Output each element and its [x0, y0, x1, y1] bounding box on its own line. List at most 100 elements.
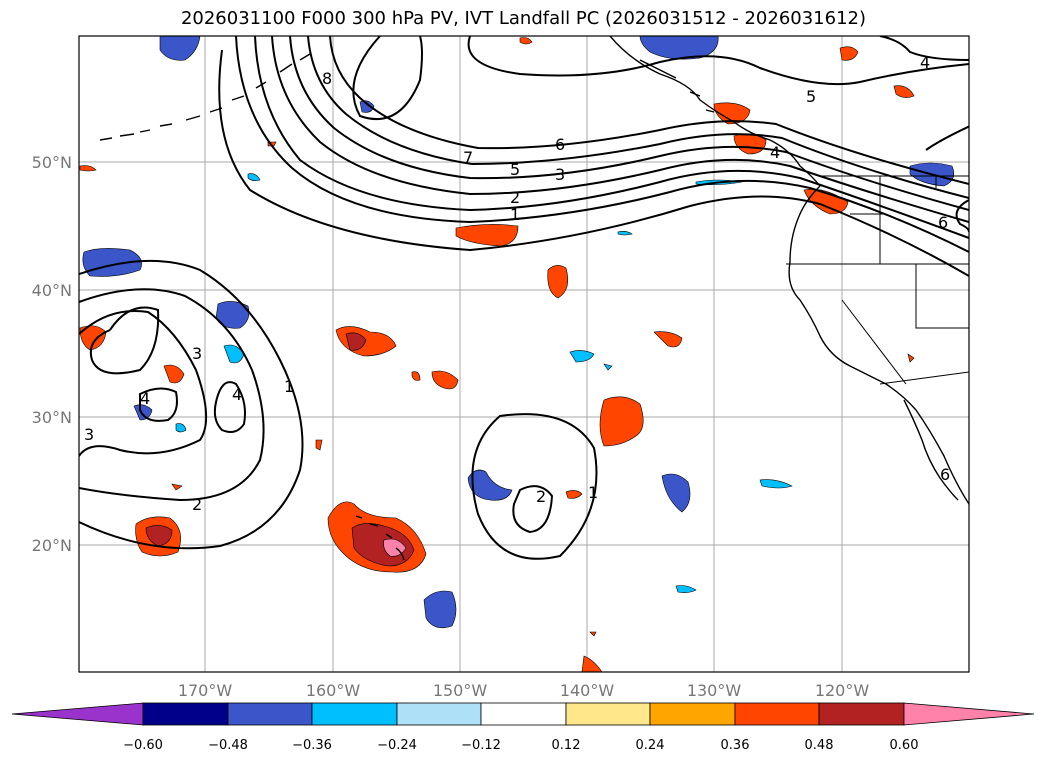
- pv-positive-blob: [455, 224, 519, 247]
- pv-positive-blob: [589, 631, 597, 637]
- contour-label: 1: [510, 205, 520, 224]
- colorbar-tick: −0.48: [208, 738, 248, 753]
- colorbar-tick-labels: −0.60 −0.48 −0.36 −0.24 −0.12 0.12 0.24 …: [123, 738, 918, 753]
- pv-positive-blob: [547, 265, 569, 299]
- contour-label: 3: [192, 344, 202, 363]
- longitude-labels: 170°W 160°W 150°W 140°W 130°W 120°W: [178, 681, 870, 700]
- alaska-islands: [639, 59, 715, 113]
- coastlines: [99, 36, 969, 561]
- contour-line: [271, 36, 969, 223]
- contour-label: 6: [555, 135, 565, 154]
- contour-label: 4: [140, 389, 150, 408]
- colorbar-bin: [311, 702, 398, 726]
- pv-negative-blob: [423, 590, 457, 629]
- pv-negative-blob: [159, 36, 201, 61]
- contour-label: 4: [920, 53, 930, 72]
- coastline-baja: [903, 399, 959, 501]
- pv-positive-blob: [599, 396, 644, 447]
- colorbar-bin: [818, 702, 905, 726]
- pv-negative-blob: [175, 423, 187, 433]
- lat-label: 30°N: [32, 408, 72, 427]
- colorbar-tick: −0.12: [461, 738, 501, 753]
- colorbar-tick: 0.24: [636, 738, 665, 753]
- latitude-labels: 50°N 40°N 30°N 20°N: [32, 153, 72, 555]
- map-area: 8 7 6 5 5 4 3 2 1 6 3 4 4 3 1 2 2 1 4 6: [79, 36, 969, 672]
- pv-positive-blob: [79, 165, 97, 172]
- contour-line: [79, 259, 304, 550]
- contour-line: [79, 310, 208, 457]
- colorbar-tick: 0.48: [805, 738, 834, 753]
- contour-line: [307, 36, 969, 199]
- pv-positive-blob: [79, 325, 107, 351]
- contour-line: [925, 125, 969, 151]
- ivt-contours: [79, 36, 969, 560]
- contour-line: [471, 413, 598, 560]
- colorbar-tick: 0.60: [890, 738, 919, 753]
- pv-positive-blob: [893, 85, 915, 98]
- contour-line: [289, 36, 969, 211]
- map-border: [78, 35, 970, 673]
- contour-label: 4: [770, 143, 780, 162]
- pv-positive-blob: [171, 483, 183, 491]
- pv-positive-blob: [839, 46, 859, 61]
- contour-line: [89, 306, 160, 375]
- contour-label: 8: [322, 69, 332, 88]
- pv-negative-blob: [661, 473, 691, 513]
- pv-positive-blob: [653, 331, 683, 348]
- lon-label: 140°W: [560, 681, 615, 700]
- contour-label: 5: [510, 160, 520, 179]
- lat-label: 50°N: [32, 153, 72, 172]
- lon-label: 120°W: [815, 681, 870, 700]
- pv-negative-blob: [759, 479, 793, 489]
- contour-label: 5: [806, 87, 816, 106]
- contour-label: 6: [938, 213, 948, 232]
- pv-negative-blob: [675, 585, 697, 593]
- colorbar-tick: −0.60: [123, 738, 163, 753]
- colorbar: [11, 702, 1035, 726]
- pv-positive-blob: [145, 525, 173, 547]
- colorbar-tick: 0.36: [721, 738, 750, 753]
- pv-positive-blob: [431, 370, 459, 390]
- contour-line: [879, 36, 969, 61]
- lat-label: 40°N: [32, 281, 72, 300]
- contour-label: 1: [284, 377, 294, 396]
- lon-label: 160°W: [306, 681, 361, 700]
- contour-label: 3: [84, 425, 94, 444]
- contour-label: 2: [536, 487, 546, 506]
- colorbar-tick: −0.36: [292, 738, 332, 753]
- pv-positive-blob: [565, 490, 583, 499]
- colorbar-bin: [649, 702, 736, 726]
- colorbar-tick: −0.24: [377, 738, 417, 753]
- border-mexico: [879, 371, 969, 385]
- colorbar-bin: [734, 702, 820, 726]
- contour-line: [235, 36, 969, 253]
- colorbar-tick: 0.12: [552, 738, 581, 753]
- map-title: 2026031100 F000 300 hPa PV, IVT Landfall…: [180, 8, 867, 29]
- border-state: [841, 299, 907, 385]
- contour-line: [79, 288, 265, 502]
- contour-label: 1: [588, 483, 598, 502]
- gridlines: [79, 36, 969, 672]
- contour-label: 6: [940, 465, 950, 484]
- lon-label: 130°W: [687, 681, 742, 700]
- pv-positive-blob: [803, 188, 849, 215]
- lon-label: 150°W: [433, 681, 488, 700]
- lon-label: 170°W: [178, 681, 233, 700]
- aleutian-chain: [99, 53, 311, 141]
- contour-label: 4: [232, 385, 242, 404]
- colorbar-over-arrow: [903, 702, 1035, 726]
- pv-positive-blob: [907, 353, 915, 363]
- contour-line: [218, 49, 969, 277]
- contour-line: [254, 36, 969, 239]
- pv-negative-blob: [603, 363, 613, 371]
- contour-line: [955, 199, 969, 233]
- borders: [786, 175, 969, 385]
- pv-negative-blob: [247, 173, 261, 181]
- colorbar-bin: [142, 702, 229, 726]
- pv-positive-blob: [315, 439, 323, 451]
- coastline-west-coast: [788, 185, 969, 505]
- pv-negative-blob: [467, 469, 513, 501]
- pv-positive-blob: [519, 37, 533, 45]
- colorbar-bin: [396, 702, 482, 726]
- colorbar-under-arrow: [11, 702, 144, 726]
